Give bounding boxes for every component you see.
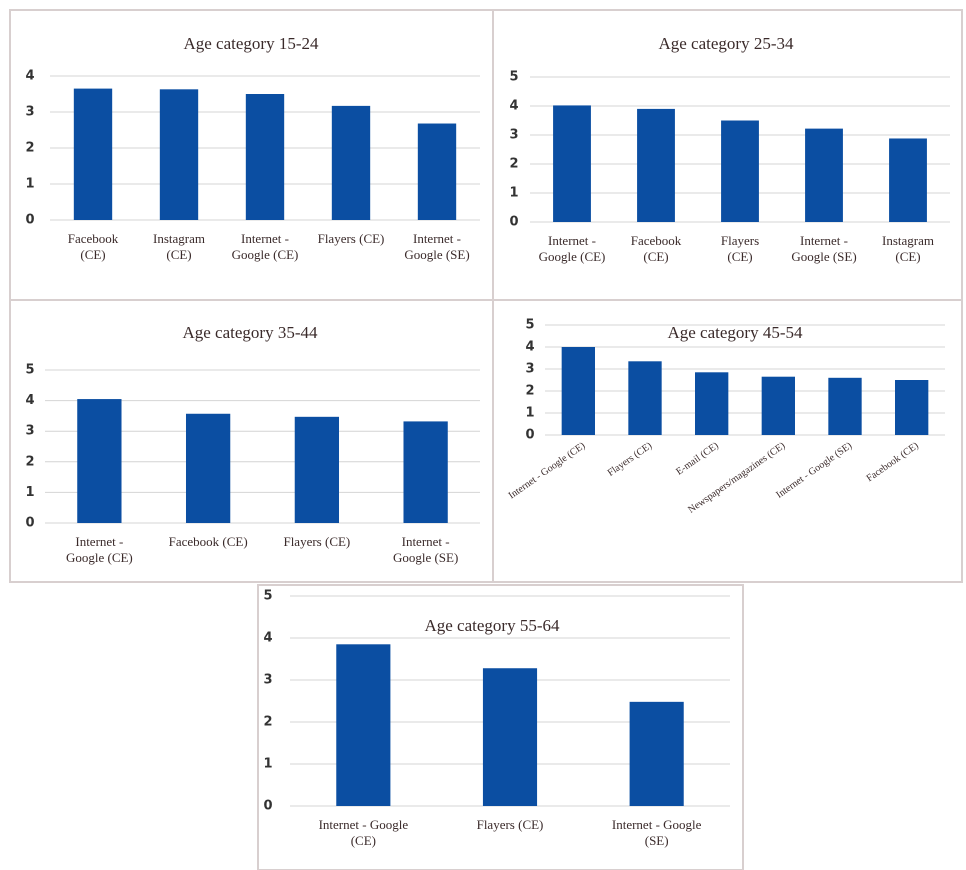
y-tick-label: 1	[25, 485, 34, 500]
x-tick-label: Instagram (CE)	[153, 231, 205, 262]
y-tick-label: 2	[263, 715, 272, 730]
bar	[628, 361, 662, 435]
bar	[695, 372, 729, 435]
panel	[257, 584, 744, 870]
y-tick-label: 3	[509, 128, 518, 143]
bar	[629, 701, 684, 806]
bar	[805, 128, 843, 222]
x-tick-label: Internet -Google (CE)	[539, 233, 606, 264]
y-tick-label: 1	[263, 757, 272, 772]
chart-title: Age category 35-44	[182, 323, 318, 342]
y-tick-label: 4	[525, 340, 534, 355]
y-tick-label: 1	[509, 186, 518, 201]
y-tick-label: 4	[25, 393, 34, 408]
y-tick-label: 0	[509, 215, 518, 230]
x-tick-label: Facebook (CE)	[865, 440, 921, 484]
y-tick-label: 4	[25, 69, 34, 84]
panel	[492, 299, 963, 583]
x-tick-label: Flayers (CE)	[318, 231, 385, 246]
chart-title: Age category 45-54	[667, 323, 803, 342]
y-tick-label: 0	[263, 799, 272, 814]
y-tick-label: 0	[25, 213, 34, 228]
x-tick-label: Internet - Google (CE)	[507, 440, 588, 501]
y-tick-label: 5	[25, 363, 34, 378]
y-tick-label: 4	[509, 99, 518, 114]
bar	[403, 421, 448, 523]
y-tick-label: 5	[509, 70, 518, 85]
bar	[73, 88, 113, 220]
bar	[889, 138, 927, 222]
x-tick-label: E-mail (CE)	[674, 440, 721, 477]
y-tick-label: 3	[25, 424, 34, 439]
bar	[331, 105, 371, 220]
bar	[828, 377, 862, 435]
y-tick-label: 2	[509, 157, 518, 172]
bar	[553, 105, 591, 222]
y-tick-label: 3	[525, 362, 534, 377]
bar	[185, 413, 231, 523]
y-tick-label: 5	[263, 589, 272, 604]
bar	[895, 380, 929, 435]
y-tick-label: 0	[525, 428, 534, 443]
bar	[245, 94, 285, 220]
x-tick-label: Internet -Google (SE)	[404, 231, 469, 262]
y-tick-label: 0	[25, 516, 34, 531]
x-tick-label: Internet - Google (SE)	[612, 817, 702, 848]
x-tick-label: Flayers (CE)	[283, 534, 350, 549]
y-tick-label: 2	[25, 141, 34, 156]
y-tick-label: 4	[263, 631, 272, 646]
bar	[721, 120, 759, 222]
bar	[761, 376, 795, 435]
x-tick-label: Internet - Google (CE)	[319, 817, 409, 848]
x-tick-label: Internet -Google (SE)	[393, 534, 458, 565]
chart-title: Age category 25-34	[658, 34, 794, 53]
x-tick-label: Facebook (CE)	[68, 231, 119, 262]
bar	[336, 644, 391, 806]
bar	[482, 668, 538, 806]
bar	[159, 89, 199, 220]
x-tick-label: Facebook (CE)	[169, 534, 248, 549]
x-tick-label: Flayers (CE)	[721, 233, 759, 264]
chart-title: Age category 55-64	[424, 616, 560, 635]
bar	[637, 108, 675, 222]
y-tick-label: 2	[525, 384, 534, 399]
y-tick-label: 2	[25, 454, 34, 469]
x-tick-label: Facebook (CE)	[631, 233, 682, 264]
y-tick-label: 5	[525, 318, 534, 333]
x-tick-label: Internet -Google (CE)	[232, 231, 299, 262]
x-tick-label: Flayers (CE)	[477, 817, 544, 832]
bar	[417, 123, 457, 220]
bar	[561, 347, 595, 435]
x-tick-label: Instagram (CE)	[882, 233, 934, 264]
bar	[77, 399, 122, 523]
y-tick-label: 1	[525, 406, 534, 421]
chart-title: Age category 15-24	[183, 34, 319, 53]
y-tick-label: 1	[25, 177, 34, 192]
x-tick-label: Internet -Google (SE)	[791, 233, 856, 264]
bar	[294, 416, 340, 523]
y-tick-label: 3	[263, 673, 272, 688]
x-tick-label: Flayers (CE)	[606, 440, 654, 478]
x-tick-label: Internet -Google (CE)	[66, 534, 133, 565]
y-tick-label: 3	[25, 105, 34, 120]
